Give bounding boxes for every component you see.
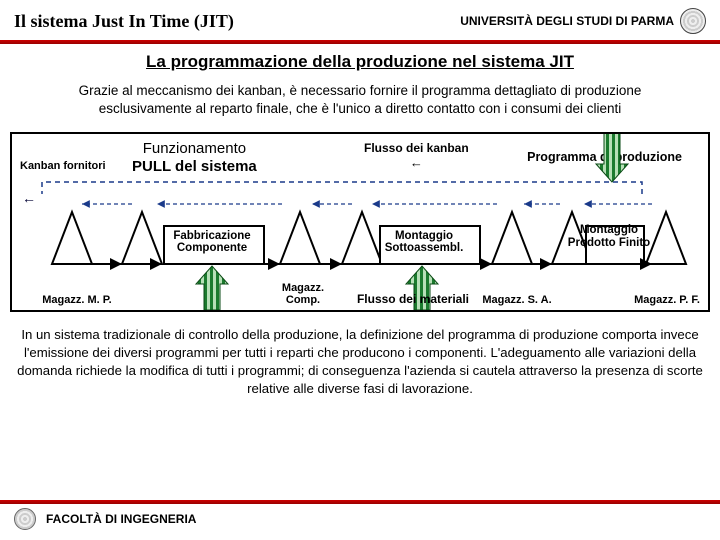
label-mont-prod: Montaggio Prodotto Finito — [564, 224, 654, 248]
slide-subtitle: La programmazione della produzione nel s… — [40, 52, 680, 72]
jit-diagram: Funzionamento PULL del sistema Flusso de… — [10, 132, 710, 312]
university-name: UNIVERSITÀ DEGLI STUDI DI PARMA — [460, 8, 706, 34]
label-magazz-sa: Magazz. S. A. — [482, 294, 552, 306]
page-title: Il sistema Just In Time (JIT) — [14, 11, 234, 32]
footer-seal-icon — [14, 508, 36, 530]
footer-rule — [0, 500, 720, 504]
intro-text: Grazie al meccanismo dei kanban, è neces… — [0, 82, 720, 126]
footer: FACOLTÀ DI INGEGNERIA — [0, 498, 720, 530]
body-paragraph: In un sistema tradizionale di controllo … — [0, 322, 720, 401]
faculty-label: FACOLTÀ DI INGEGNERIA — [46, 512, 196, 526]
label-fabb-comp: Fabbricazione Componente — [152, 230, 272, 254]
header-rule — [0, 40, 720, 44]
label-magazz-mp: Magazz. M. P. — [42, 294, 112, 306]
label-flusso-mat: Flusso dei materiali — [328, 292, 498, 306]
university-label: UNIVERSITÀ DEGLI STUDI DI PARMA — [460, 14, 674, 28]
university-seal-icon — [680, 8, 706, 34]
diagram-svg — [12, 134, 708, 310]
label-mont-sotto: Montaggio Sottoassembl. — [364, 230, 484, 254]
label-magazz-pf: Magazz. P. F. — [632, 294, 702, 306]
